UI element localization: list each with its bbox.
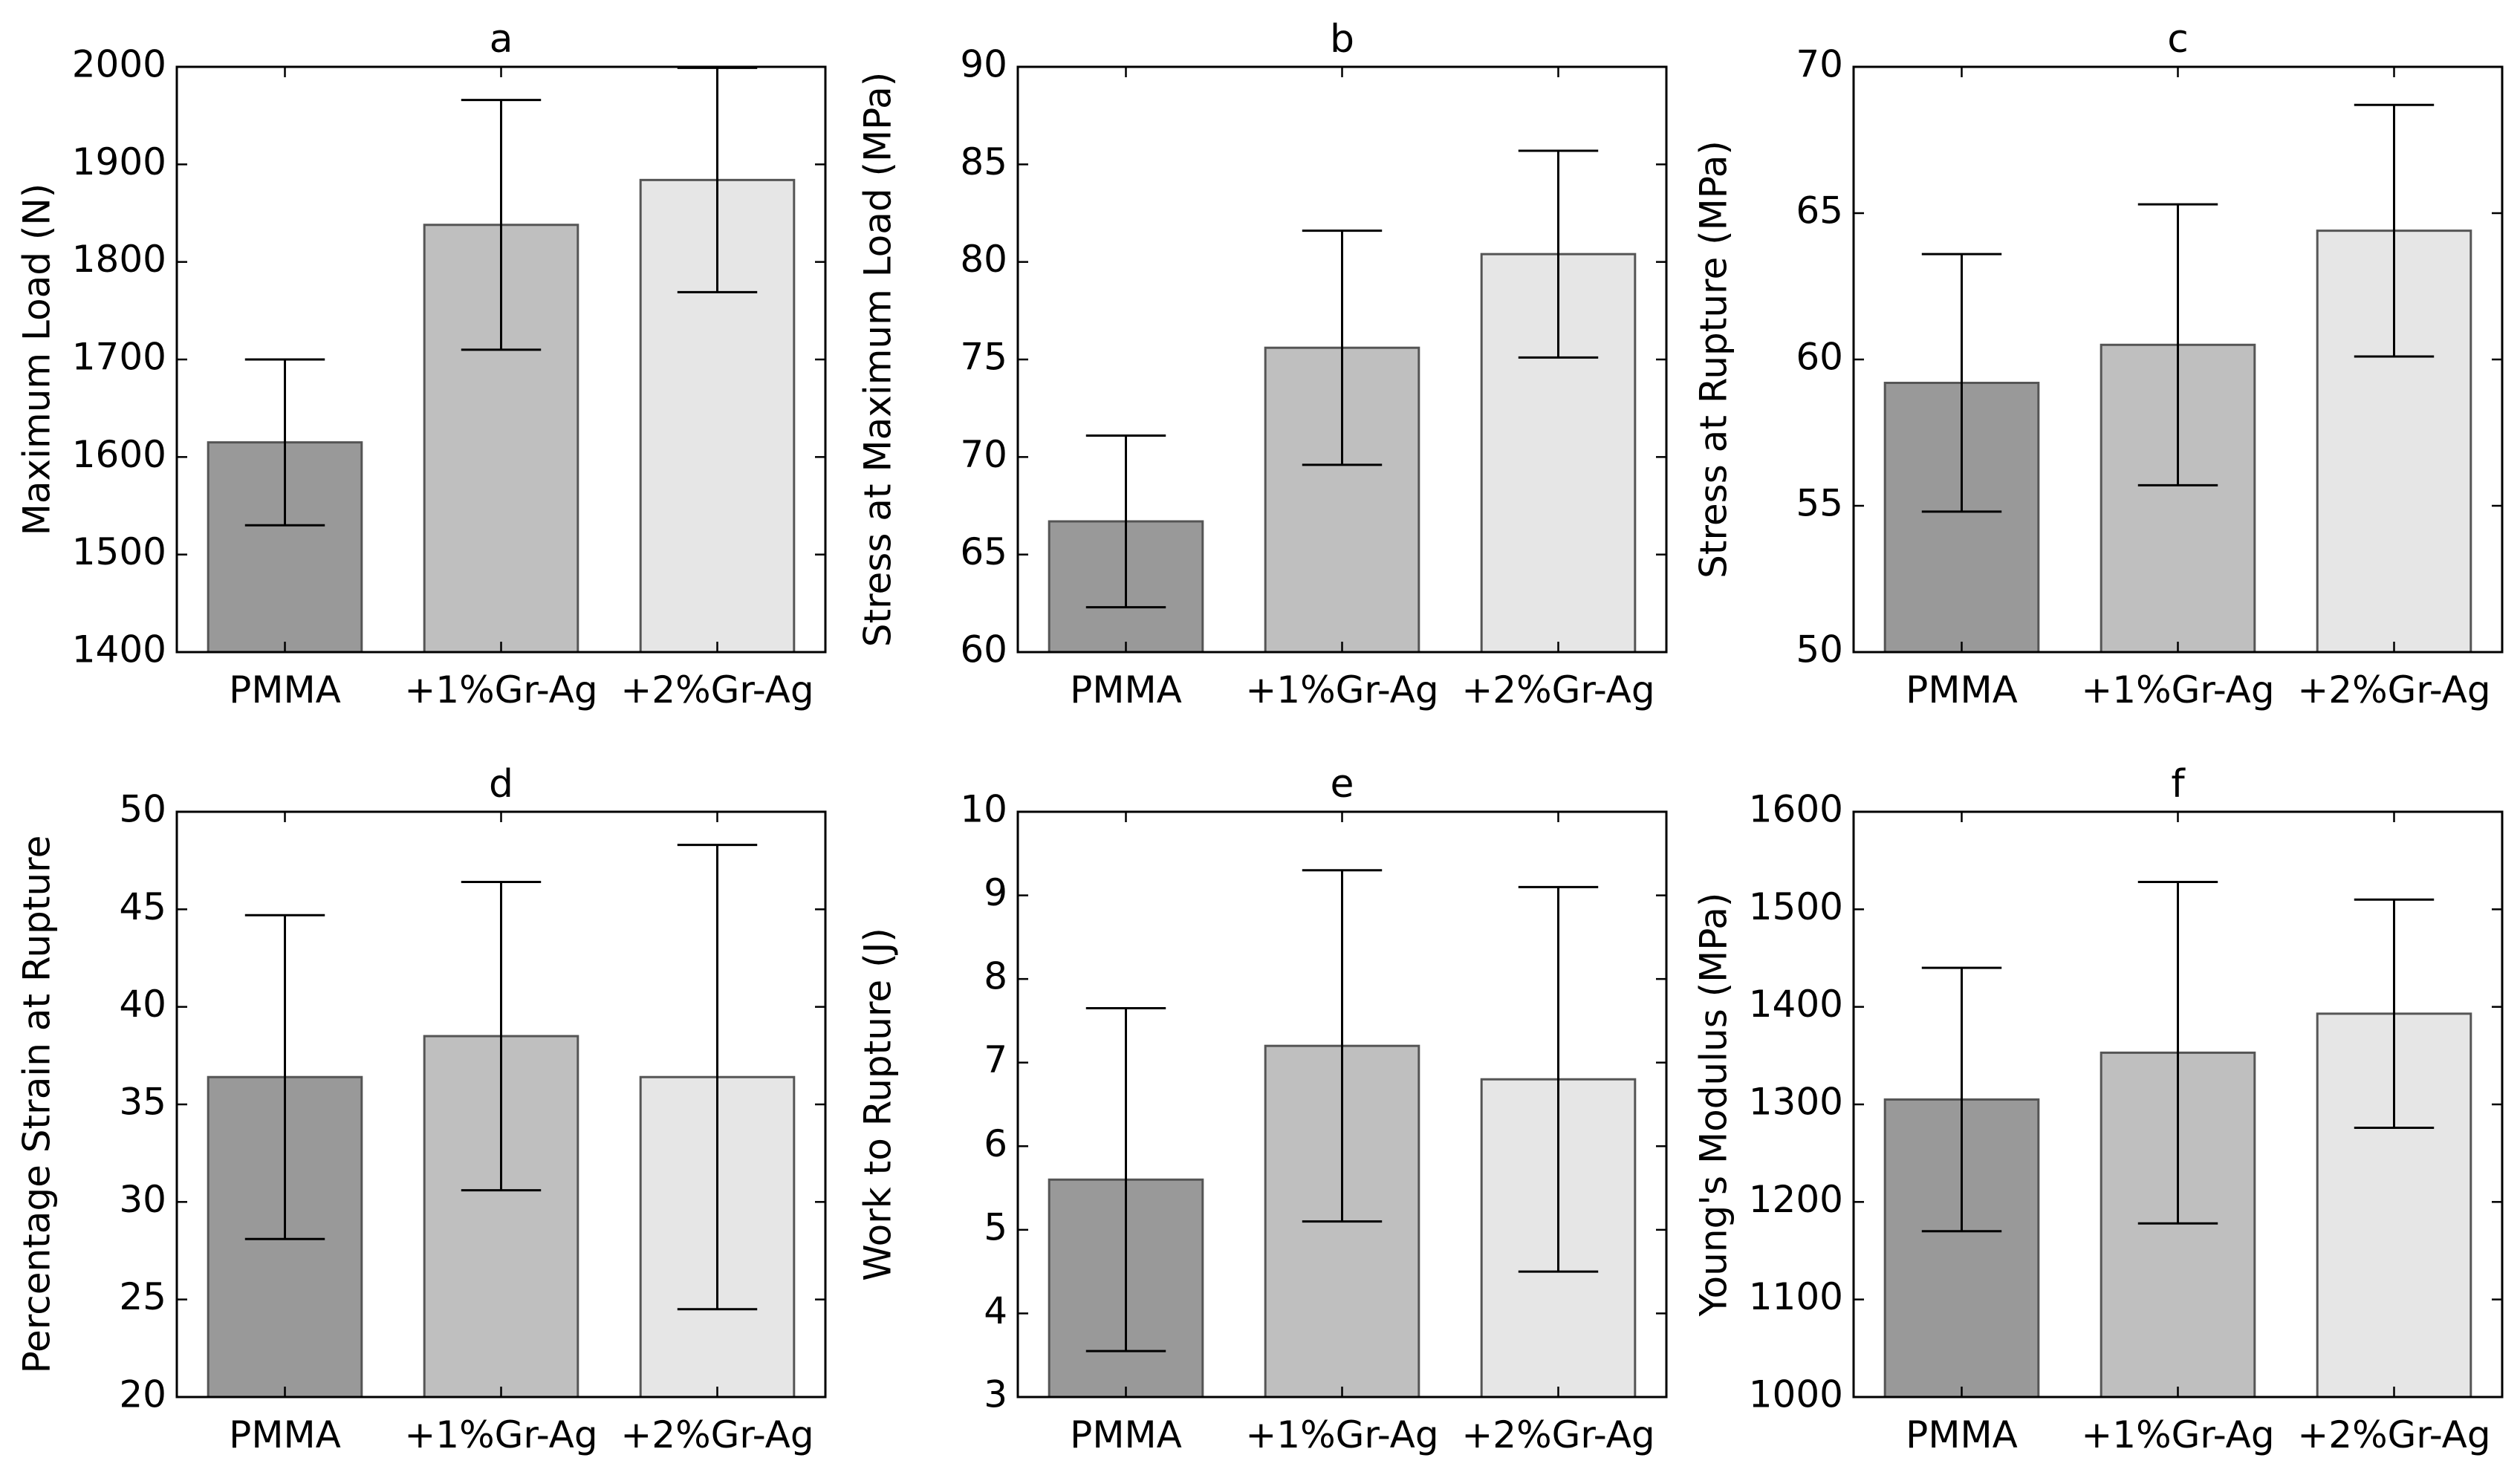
error-bar-a-0 <box>244 358 325 527</box>
y-tick-label-e-3: 6 <box>984 1122 1007 1165</box>
panel-e: PMMA +1%Gr-Ag +2%Gr-Ag 3 4 5 6 7 8 9 10 e Work to Ru… <box>857 762 1668 1456</box>
y-tick-label-a-4: 1800 <box>72 238 166 281</box>
y-tick-label-b-0: 60 <box>960 628 1007 671</box>
y-tick-label-a-1: 1500 <box>72 530 166 573</box>
panel-title-f: f <box>2171 762 2186 807</box>
y-tick-label-d-3: 35 <box>119 1081 166 1124</box>
axes-frame-e <box>1016 810 1668 1399</box>
x-tick-label-a-1: +1%Gr-Ag <box>404 668 597 712</box>
x-tick-label-f-1: +1%Gr-Ag <box>2081 1413 2274 1456</box>
y-tick-label-b-1: 65 <box>960 530 1007 573</box>
error-bar-e-2 <box>1518 885 1599 1273</box>
y-tick-label-d-4: 40 <box>119 983 166 1026</box>
y-tick-label-d-5: 45 <box>119 885 166 928</box>
y-tick-label-a-3: 1700 <box>72 336 166 379</box>
y-tick-label-c-3: 65 <box>1796 189 1843 232</box>
error-bar-f-2 <box>2354 898 2435 1130</box>
y-tick-label-b-2: 70 <box>960 433 1007 476</box>
x-tick-label-d-1: +1%Gr-Ag <box>404 1413 597 1456</box>
y-tick-label-e-7: 10 <box>960 788 1007 831</box>
y-tick-label-d-1: 25 <box>119 1275 166 1318</box>
error-bar-b-2 <box>1518 149 1599 359</box>
error-bar-d-0 <box>244 914 325 1240</box>
y-tick-label-f-6: 1600 <box>1749 788 1843 831</box>
y-tick-label-f-0: 1000 <box>1749 1373 1843 1416</box>
y-tick-label-f-3: 1300 <box>1749 1081 1843 1124</box>
panel-title-e: e <box>1331 762 1354 807</box>
y-tick-label-a-2: 1600 <box>72 433 166 476</box>
x-tick-label-b-0: PMMA <box>1070 668 1182 712</box>
panel-c: PMMA +1%Gr-Ag +2%Gr-Ag 50 55 60 65 70 c Stress at… <box>1692 17 2504 712</box>
x-tick-label-e-0: PMMA <box>1070 1413 1182 1456</box>
panel-title-c: c <box>2167 17 2189 62</box>
x-tick-label-c-0: PMMA <box>1906 668 2018 712</box>
x-tick-label-b-1: +1%Gr-Ag <box>1245 668 1438 712</box>
panel-title-a: a <box>490 17 513 62</box>
x-tick-label-d-0: PMMA <box>229 1413 341 1456</box>
y-tick-label-b-6: 90 <box>960 43 1007 86</box>
x-tick-label-d-2: +2%Gr-Ag <box>620 1413 814 1456</box>
x-tick-label-a-0: PMMA <box>229 668 341 712</box>
panel-title-d: d <box>489 762 513 807</box>
y-tick-label-d-2: 30 <box>119 1178 166 1221</box>
x-tick-label-c-1: +1%Gr-Ag <box>2081 668 2274 712</box>
error-bar-a-1 <box>461 99 542 351</box>
y-tick-label-d-6: 50 <box>119 788 166 831</box>
y-axis-label-d: Percentage Strain at Rupture <box>16 836 59 1374</box>
panel-f: PMMA +1%Gr-Ag +2%Gr-Ag 1000 1100 1200 1300 1400… <box>1692 762 2504 1456</box>
y-tick-label-e-4: 7 <box>984 1038 1007 1081</box>
error-bar-d-2 <box>677 844 758 1311</box>
y-tick-label-a-6: 2000 <box>72 43 166 86</box>
y-tick-label-b-4: 80 <box>960 238 1007 281</box>
y-tick-label-f-1: 1100 <box>1749 1275 1843 1318</box>
x-tick-label-a-2: +2%Gr-Ag <box>620 668 814 712</box>
y-axis-label-c: Stress at Rupture (MPa) <box>1692 140 1735 579</box>
panel-title-b: b <box>1330 17 1354 62</box>
y-tick-label-d-0: 20 <box>119 1373 166 1416</box>
x-tick-label-f-2: +2%Gr-Ag <box>2297 1413 2490 1456</box>
y-tick-label-f-2: 1200 <box>1749 1178 1843 1221</box>
y-tick-label-f-4: 1400 <box>1749 983 1843 1026</box>
y-tick-label-a-5: 1900 <box>72 140 166 183</box>
y-tick-label-e-0: 3 <box>984 1373 1007 1416</box>
panel-d: PMMA +1%Gr-Ag +2%Gr-Ag 20 25 30 35 40 45 50 d Perce… <box>16 762 827 1456</box>
error-bar-f-1 <box>2137 881 2218 1225</box>
y-tick-label-e-1: 4 <box>984 1289 1007 1332</box>
error-bar-e-1 <box>1302 869 1383 1223</box>
x-tick-label-e-2: +2%Gr-Ag <box>1461 1413 1654 1456</box>
error-bar-b-0 <box>1085 434 1166 609</box>
x-tick-label-e-1: +1%Gr-Ag <box>1245 1413 1438 1456</box>
y-tick-label-b-5: 85 <box>960 140 1007 183</box>
y-tick-label-c-2: 60 <box>1796 336 1843 379</box>
panel-b: PMMA +1%Gr-Ag +2%Gr-Ag 60 65 70 75 80 85 90 b Stres… <box>857 17 1668 712</box>
y-tick-label-e-2: 5 <box>984 1205 1007 1248</box>
y-axis-label-b: Stress at Maximum Load (MPa) <box>857 72 900 648</box>
error-bar-d-1 <box>461 881 542 1192</box>
x-tick-label-b-2: +2%Gr-Ag <box>1461 668 1654 712</box>
y-tick-label-c-4: 70 <box>1796 43 1843 86</box>
error-bar-c-0 <box>1921 253 2002 513</box>
y-axis-label-a: Maximum Load (N) <box>16 183 59 536</box>
y-tick-label-c-1: 55 <box>1796 482 1843 525</box>
error-bar-c-2 <box>2354 103 2435 358</box>
y-tick-label-b-3: 75 <box>960 336 1007 379</box>
y-tick-label-e-6: 9 <box>984 871 1007 914</box>
y-axis-label-f: Young's Modulus (MPa) <box>1692 893 1735 1318</box>
error-bar-f-0 <box>1921 966 2002 1233</box>
panel-a: PMMA +1%Gr-Ag +2%Gr-Ag 1400 1500 1600 1700 1800… <box>16 17 827 712</box>
x-tick-label-c-2: +2%Gr-Ag <box>2297 668 2490 712</box>
y-tick-label-c-0: 50 <box>1796 628 1843 671</box>
error-bar-e-0 <box>1085 1007 1166 1352</box>
y-tick-label-e-5: 8 <box>984 955 1007 998</box>
y-tick-label-a-0: 1400 <box>72 628 166 671</box>
error-bar-c-1 <box>2137 203 2218 486</box>
y-axis-label-e: Work to Rupture (J) <box>857 928 900 1281</box>
y-tick-label-f-5: 1500 <box>1749 885 1843 928</box>
error-bar-b-1 <box>1302 229 1383 466</box>
x-tick-label-f-0: PMMA <box>1906 1413 2018 1456</box>
